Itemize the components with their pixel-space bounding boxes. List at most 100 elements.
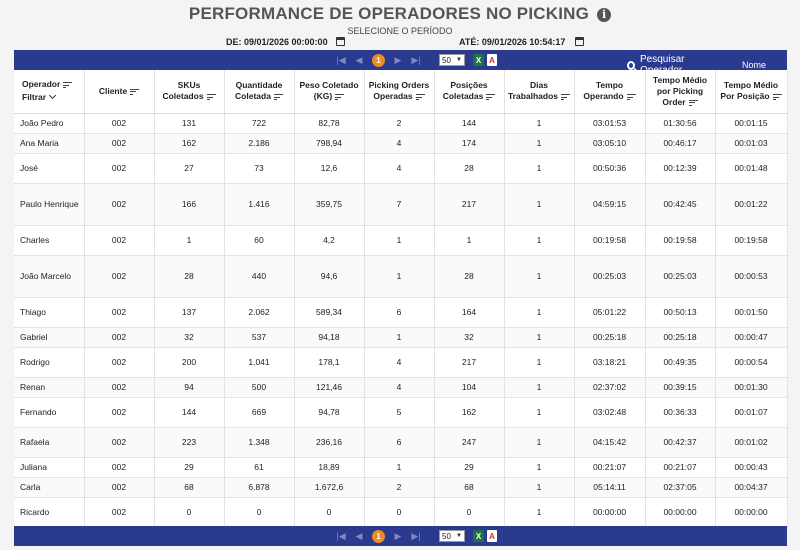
- column-header-tempo-medio-order[interactable]: Tempo Médio por Picking Order: [645, 70, 716, 114]
- sort-icon[interactable]: [688, 99, 698, 106]
- excel-export-icon[interactable]: X: [473, 54, 484, 66]
- next-page-icon[interactable]: ▶: [394, 54, 402, 65]
- sort-icon[interactable]: [63, 82, 73, 88]
- column-header-skus[interactable]: SKUs Coletados: [154, 70, 225, 114]
- table-row[interactable]: José 002 27 73 12,6 4 28 1 00:50:36 00:12:39 00:01…: [14, 153, 788, 184]
- table-row[interactable]: Rafaela 002 223 1.348 236,16 6 247 1 04:15:42 00:…: [14, 427, 788, 458]
- date-to-field[interactable]: ATÉ: 09/01/2026 10:54:17: [459, 37, 566, 47]
- cell-tempo-medio-posicao: 00:00:47: [715, 327, 788, 348]
- table-row[interactable]: Renan 002 94 500 121,46 4 104 1 02:37:02 00:39:15…: [14, 377, 788, 398]
- cell-skus: 68: [154, 477, 225, 498]
- column-header-quantidade[interactable]: Quantidade Coletada: [224, 70, 295, 114]
- prev-page-icon[interactable]: ◀: [355, 530, 363, 541]
- cell-tempo-operando: 05:14:11: [574, 477, 646, 498]
- cell-peso: 0: [294, 497, 365, 528]
- sort-icon[interactable]: [130, 88, 140, 95]
- column-header-cliente[interactable]: Cliente: [84, 70, 155, 114]
- cell-cliente: 002: [84, 477, 155, 498]
- cell-dias: 1: [504, 297, 575, 328]
- cell-cliente: 002: [84, 183, 155, 226]
- cell-posicoes: 29: [434, 457, 505, 478]
- cell-quantidade: 6.878: [224, 477, 295, 498]
- table-row[interactable]: Ana Maria 002 162 2.186 798,94 4 174 1 03:05:10 0…: [14, 133, 788, 154]
- cell-skus: 137: [154, 297, 225, 328]
- column-header-peso[interactable]: Peso Coletado (KG): [294, 70, 365, 114]
- calendar-icon[interactable]: [336, 37, 345, 46]
- last-page-icon[interactable]: ▶|: [411, 54, 421, 65]
- current-page-button[interactable]: 1: [372, 529, 385, 543]
- table-row[interactable]: João Marcelo 002 28 440 94,6 1 28 1 00:25:03 00:2…: [14, 255, 788, 298]
- cell-dias: 1: [504, 457, 575, 478]
- cell-tempo-medio-order: 00:12:39: [645, 153, 716, 184]
- sort-icon[interactable]: [415, 94, 425, 100]
- pdf-export-icon[interactable]: A: [487, 54, 497, 66]
- column-header-operador[interactable]: Operador Filtrar: [14, 70, 85, 114]
- cell-posicoes: 68: [434, 477, 505, 498]
- cell-quantidade: 1.041: [224, 347, 295, 378]
- cell-tempo-medio-order: 00:00:00: [645, 497, 716, 528]
- column-header-picking-orders[interactable]: Picking Orders Operadas: [364, 70, 435, 114]
- cell-quantidade: 537: [224, 327, 295, 348]
- cell-dias: 1: [504, 133, 575, 154]
- cell-cliente: 002: [84, 327, 155, 348]
- table-row[interactable]: Thiago 002 137 2.062 589,34 6 164 1 05:01:22 00:5…: [14, 297, 788, 328]
- table-row[interactable]: Juliana 002 29 61 18,89 1 29 1 00:21:07 00:21:07 0…: [14, 457, 788, 478]
- column-header-tempo-operando[interactable]: Tempo Operando: [574, 70, 646, 114]
- table-row[interactable]: Carla 002 68 6.878 1.672,6 2 68 1 05:14:11 02:37:…: [14, 477, 788, 498]
- excel-export-icon[interactable]: X: [473, 530, 484, 542]
- cell-tempo-medio-order: 00:49:35: [645, 347, 716, 378]
- cell-operador: João Pedro: [14, 113, 85, 134]
- sort-icon[interactable]: [273, 94, 283, 100]
- sort-icon[interactable]: [626, 94, 636, 100]
- sort-icon[interactable]: [335, 94, 345, 100]
- table-row[interactable]: João Pedro 002 131 722 82,78 2 144 1 03:01:53 01:…: [14, 113, 788, 134]
- cell-peso: 82,78: [294, 113, 365, 134]
- cell-cliente: 002: [84, 255, 155, 298]
- next-page-icon[interactable]: ▶: [394, 530, 402, 541]
- column-header-tempo-medio-posicao[interactable]: Tempo Médio Por Posição: [715, 70, 788, 114]
- first-page-icon[interactable]: |◀: [336, 54, 346, 65]
- column-header-dias[interactable]: Dias Trabalhados: [504, 70, 575, 114]
- cell-tempo-operando: 05:01:22: [574, 297, 646, 328]
- column-header-posicoes[interactable]: Posições Coletadas: [434, 70, 505, 114]
- table-row[interactable]: Charles 002 1 60 4,2 1 1 1 00:19:58 00:19:58 00:19…: [14, 225, 788, 256]
- sort-icon[interactable]: [486, 94, 496, 100]
- cell-posicoes: 217: [434, 183, 505, 226]
- page-size-select[interactable]: 50 ▼: [439, 530, 465, 542]
- table-row[interactable]: Rodrigo 002 200 1.041 178,1 4 217 1 03:18:21 00:4…: [14, 347, 788, 378]
- cell-quantidade: 722: [224, 113, 295, 134]
- date-from-field[interactable]: DE: 09/01/2026 00:00:00: [226, 37, 328, 47]
- cell-operador: Rafaela: [14, 427, 85, 458]
- cell-operador: Fernando: [14, 397, 85, 428]
- last-page-icon[interactable]: ▶|: [411, 530, 421, 541]
- info-icon[interactable]: i: [597, 8, 612, 22]
- cell-posicoes: 32: [434, 327, 505, 348]
- current-page-button[interactable]: 1: [372, 53, 385, 67]
- sort-icon[interactable]: [206, 94, 216, 100]
- cell-tempo-operando: 00:21:07: [574, 457, 646, 478]
- cell-dias: 1: [504, 113, 575, 134]
- table-row[interactable]: Ricardo 002 0 0 0 0 0 1 00:00:00 00:00:00 00:00:00: [14, 497, 788, 528]
- sort-icon[interactable]: [561, 94, 571, 100]
- page-size-select[interactable]: 50 ▼: [439, 54, 465, 66]
- filter-dropdown[interactable]: Filtrar: [22, 92, 82, 103]
- cell-operador: Gabriel: [14, 327, 85, 348]
- cell-posicoes: 162: [434, 397, 505, 428]
- table-row[interactable]: Fernando 002 144 669 94,78 5 162 1 03:02:48 00:36…: [14, 397, 788, 428]
- cell-peso: 178,1: [294, 347, 365, 378]
- cell-peso: 18,89: [294, 457, 365, 478]
- cell-tempo-medio-order: 00:19:58: [645, 225, 716, 256]
- operators-table: Operador Filtrar Cliente SKUs Coletados …: [14, 70, 788, 528]
- cell-peso: 236,16: [294, 427, 365, 458]
- calendar-icon[interactable]: [575, 37, 584, 46]
- sort-icon[interactable]: [772, 94, 782, 100]
- table-row[interactable]: Paulo Henrique 002 166 1.416 359,75 7 217 1 04:5…: [14, 183, 788, 226]
- first-page-icon[interactable]: |◀: [336, 530, 346, 541]
- prev-page-icon[interactable]: ◀: [355, 54, 363, 65]
- pdf-export-icon[interactable]: A: [487, 530, 497, 542]
- cell-tempo-operando: 00:25:18: [574, 327, 646, 348]
- cell-cliente: 002: [84, 377, 155, 398]
- chevron-down-icon: [49, 92, 57, 100]
- cell-tempo-medio-posicao: 00:01:50: [715, 297, 788, 328]
- table-row[interactable]: Gabriel 002 32 537 94,18 1 32 1 00:25:18 00:25:18…: [14, 327, 788, 348]
